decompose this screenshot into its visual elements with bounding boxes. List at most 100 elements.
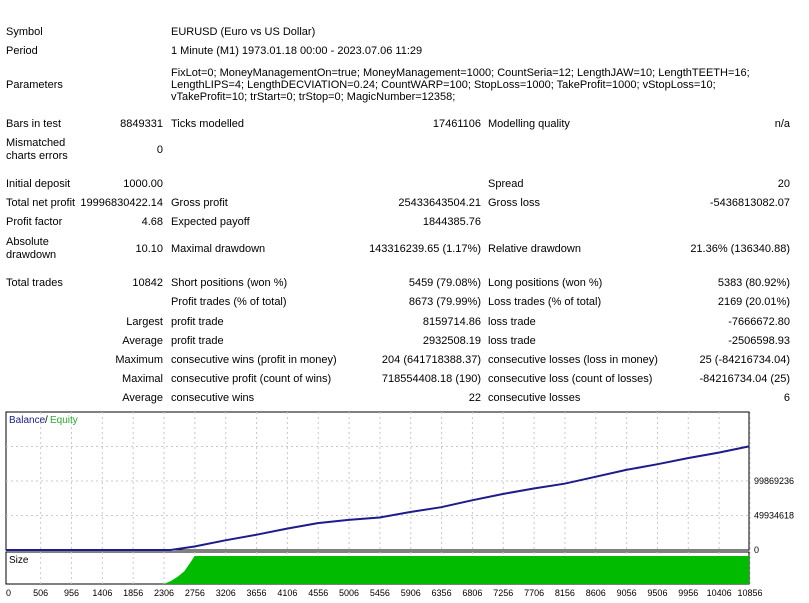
gross-loss-label: Gross loss [488,197,540,209]
y-tick-label: 49934618 [754,511,794,521]
average-label: Average [122,335,163,347]
expected-payoff-value: 1844385.76 [422,216,481,228]
x-tick-label: 7256 [493,588,513,598]
period-label: Period [6,45,38,57]
x-tick-label: 5906 [401,588,421,598]
legend-separator: / [45,415,48,426]
mismatch-label: Mismatched charts errors [6,137,68,162]
net-profit-value: 19996830422.14 [80,197,163,209]
largest-profit-value: 8159714.86 [422,316,481,328]
max-consecutive-losses-value: 25 (-84216734.04) [699,354,790,366]
x-tick-label: 6806 [462,588,482,598]
short-positions-value: 5459 (79.08%) [408,277,481,289]
largest-loss-value: -7666672.80 [728,316,790,328]
x-tick-label: 0 [6,588,11,598]
x-tick-label: 9056 [617,588,637,598]
x-tick-label: 7706 [524,588,544,598]
profit-factor-label: Profit factor [6,216,63,228]
x-tick-label: 3206 [216,588,236,598]
x-tick-label: 1856 [123,588,143,598]
x-tick-label: 10406 [707,588,732,598]
legend-equity: Equity [50,415,78,426]
maximal-drawdown-label: Maximal drawdown [171,243,266,255]
max-consecutive-wins-value: 204 (641718388.37) [381,354,481,366]
x-tick-label: 9956 [678,588,698,598]
size-series-area [163,556,750,584]
relative-drawdown-label: Relative drawdown [488,243,581,255]
avg-consecutive-wins-value: 22 [468,392,481,404]
parameters-label: Parameters [6,79,63,91]
average-loss-value: -2506598.93 [728,335,790,347]
x-tick-labels: 0 506 956 1406 1856 2306 2756 3206 3656 4106 4556 5… [6,588,762,598]
balance-chart-panel: Balance / Equity 0 49934618 99869236 Size … [0,410,809,600]
x-tick-label: 4106 [277,588,297,598]
x-tick-label: 9506 [647,588,667,598]
total-trades-label: Total trades [6,277,63,289]
maximal-loss-value: -84216734.04 (25) [699,373,790,385]
size-label: Size [9,555,29,566]
net-profit-label: Total net profit [6,197,76,209]
gross-profit-label: Gross profit [171,197,228,209]
maximal-loss-label: consecutive loss (count of losses) [488,373,653,385]
x-tick-label: 3656 [247,588,267,598]
largest-loss-label: loss trade [488,316,536,328]
parameters-value: FixLot=0; MoneyManagementOn=true; MoneyM… [171,67,750,103]
symbol-label: Symbol [6,26,43,38]
profit-trades-label: Profit trades (% of total) [171,296,287,308]
spread-value: 20 [777,178,790,190]
deposit-label: Initial deposit [6,178,71,190]
profit-trades-value: 8673 (79.99%) [408,296,481,308]
max-consecutive-wins-label: consecutive wins (profit in money) [171,354,337,366]
total-trades-value: 10842 [132,277,163,289]
quality-value: n/a [774,118,790,130]
x-tick-label: 8606 [586,588,606,598]
main-grid [6,412,751,550]
long-positions-label: Long positions (won %) [488,277,603,289]
mismatch-value: 0 [156,144,163,156]
y-tick-label: 0 [754,545,759,555]
symbol-value: EURUSD (Euro vs US Dollar) [171,26,316,38]
average-loss-label: loss trade [488,335,536,347]
profit-factor-value: 4.68 [141,216,163,228]
largest-profit-label: profit trade [171,316,224,328]
short-positions-label: Short positions (won %) [171,277,288,289]
largest-label: Largest [126,316,163,328]
ticks-label: Ticks modelled [171,118,244,130]
avg-consecutive-losses-value: 6 [783,392,790,404]
balance-series-line [6,445,750,551]
x-tick-label: 10856 [737,588,762,598]
legend-balance: Balance [9,415,46,426]
x-tick-label: 2756 [185,588,205,598]
period-value: 1 Minute (M1) 1973.01.18 00:00 - 2023.07… [171,45,423,57]
x-tick-label: 2306 [154,588,174,598]
absolute-drawdown-label: Absolute drawdown [6,236,57,261]
maximal-profit-label: consecutive profit (count of wins) [171,373,332,385]
y-tick-labels: 0 49934618 99869236 [754,476,794,555]
x-tick-label: 5006 [339,588,359,598]
deposit-value: 1000.00 [123,178,163,190]
bars-label: Bars in test [6,118,62,130]
gross-loss-value: -5436813082.07 [709,197,790,209]
maximal-drawdown-value: 143316239.65 (1.17%) [369,243,481,255]
ticks-value: 17461106 [432,118,481,130]
loss-trades-value: 2169 (20.01%) [717,296,790,308]
maximal-label: Maximal [122,373,163,385]
bars-value: 8849331 [120,118,163,130]
x-tick-label: 4556 [308,588,328,598]
x-tick-label: 6356 [432,588,452,598]
relative-drawdown-value: 21.36% (136340.88) [690,243,790,255]
x-tick-label: 506 [33,588,48,598]
x-tick-label: 8156 [555,588,575,598]
gross-profit-value: 25433643504.21 [398,197,481,209]
x-tick-label: 1406 [92,588,112,598]
x-tick-label: 5456 [370,588,390,598]
maximum-label: Maximum [115,354,163,366]
maximal-profit-value: 718554408.18 (190) [381,373,481,385]
avg-consecutive-wins-label: consecutive wins [171,392,255,404]
average-profit-value: 2932508.19 [422,335,481,347]
y-tick-label: 99869236 [754,476,794,486]
quality-label: Modelling quality [488,118,570,130]
max-consecutive-losses-label: consecutive losses (loss in money) [488,354,658,366]
absolute-drawdown-value: 10.10 [135,243,163,255]
spread-label: Spread [488,178,524,190]
